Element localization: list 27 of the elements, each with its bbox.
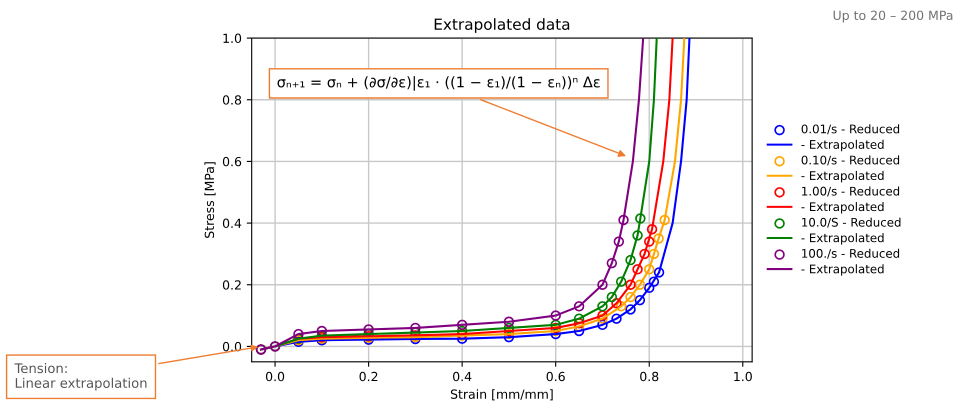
legend-label: 0.10/s - Reduced bbox=[802, 155, 900, 166]
legend-label: - Extrapolated bbox=[801, 264, 884, 276]
x-tick-label: 0.0 bbox=[266, 372, 284, 382]
legend-label: 1.00/s - Reduced bbox=[802, 186, 900, 197]
legend-label: 10.0/S - Reduced bbox=[802, 218, 900, 228]
y-tick-label: 0.8 bbox=[222, 95, 242, 105]
x-tick-label: 0.2 bbox=[359, 372, 378, 382]
x-tick-label: 0.4 bbox=[453, 372, 472, 382]
x-tick-label: 0.6 bbox=[546, 372, 565, 382]
legend-label: - Extrapolated bbox=[801, 140, 884, 152]
y-tick-label: 1.0 bbox=[223, 34, 242, 44]
x-axis-title: Strain [mm/mm] bbox=[450, 389, 553, 400]
annotation: Tension: Linear extrapolation bbox=[14, 362, 146, 391]
annotation: σₙ₊₁ = σₙ + (∂σ/∂ε)|ε₁ · ((1 − ε₁)/(1 − εₙ))ⁿ Δε bbox=[278, 76, 600, 91]
x-tick-label: 0.8 bbox=[640, 372, 658, 382]
legend-label: - Extrapolated bbox=[801, 202, 884, 214]
legend-label: 100./s - Reduced bbox=[802, 248, 900, 259]
y-tick-label: 0.6 bbox=[222, 156, 242, 166]
x-tick-label: 1.0 bbox=[734, 372, 752, 382]
y-tick-label: 0.4 bbox=[222, 218, 242, 228]
legend-label: 0.01/s - Reduced bbox=[802, 124, 900, 134]
chart-title: Extrapolated data bbox=[434, 18, 570, 33]
legend-label: - Extrapolated bbox=[801, 170, 884, 182]
y-axis-title: Stress [MPa] bbox=[204, 162, 216, 238]
y-tick-label: 0.2 bbox=[222, 280, 241, 290]
text: Up to 20 – 200 MPa bbox=[834, 10, 952, 22]
legend-label: - Extrapolated bbox=[801, 233, 884, 245]
